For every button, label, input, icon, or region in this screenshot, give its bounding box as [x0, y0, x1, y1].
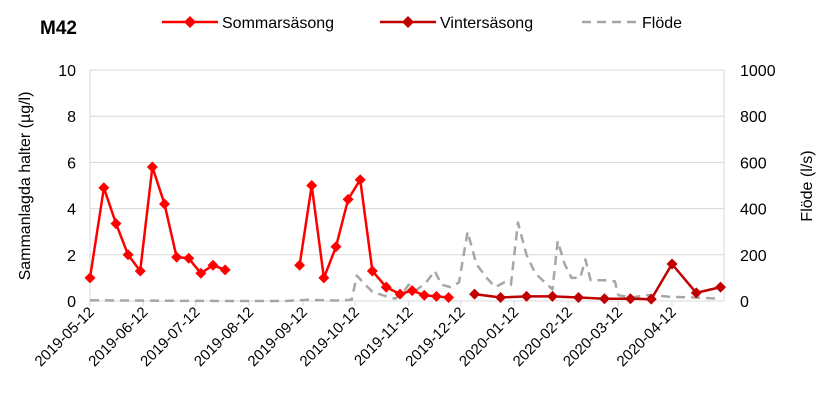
y-tick-label: 6	[67, 155, 76, 172]
y2-tick-label: 400	[740, 202, 767, 219]
data-point	[110, 218, 122, 230]
y2-tick-label: 800	[740, 109, 767, 126]
y-tick-label: 10	[58, 63, 76, 80]
chart-title: M42	[40, 18, 77, 39]
plot-area-border	[89, 69, 725, 302]
series-0	[84, 161, 455, 304]
data-point	[521, 290, 533, 302]
data-point	[598, 293, 610, 305]
y2-axis-ticks: 0 200 400 600 800 1000	[740, 63, 776, 311]
y2-tick-label: 600	[740, 155, 767, 172]
data-point	[171, 251, 183, 263]
series-line	[88, 165, 226, 279]
data-point	[134, 265, 146, 277]
legend-label-vintersasong: Vintersäsong	[440, 15, 533, 32]
y-axis-label: Sammanlagda halter (µg/l)	[17, 92, 34, 281]
data-point	[572, 292, 584, 304]
legend-item-vintersasong: Vintersäsong	[380, 15, 533, 32]
data-point	[380, 281, 392, 293]
y2-tick-label: 200	[740, 248, 767, 265]
data-point	[645, 293, 657, 305]
data-point	[394, 288, 406, 300]
data-point	[418, 289, 430, 301]
legend-label-sommarsasong: Sommarsäsong	[222, 15, 334, 32]
series-2	[89, 221, 721, 303]
data-point	[158, 198, 170, 210]
legend-item-flode: Flöde	[582, 15, 682, 32]
legend: Sommarsäsong Vintersäsong Flöde	[162, 15, 682, 32]
data-point	[624, 293, 636, 305]
data-point	[330, 241, 342, 253]
data-point	[84, 272, 96, 284]
y2-tick-label: 1000	[740, 63, 776, 80]
series-line	[89, 221, 721, 303]
legend-label-flode: Flöde	[642, 15, 682, 32]
gridlines	[90, 115, 724, 256]
legend-item-sommarsasong: Sommarsäsong	[162, 15, 334, 32]
data-point	[469, 288, 481, 300]
legend-marker-sommarsasong	[184, 16, 196, 28]
y-tick-label: 8	[67, 109, 76, 126]
data-point	[430, 290, 442, 302]
data-point	[495, 292, 507, 304]
y-tick-label: 4	[67, 202, 76, 219]
data-point	[122, 249, 134, 261]
data-point	[715, 281, 727, 293]
y-tick-label: 2	[67, 248, 76, 265]
y2-axis-label: Flöde (l/s)	[799, 150, 816, 221]
data-point	[195, 267, 207, 279]
y-axis-ticks: 0 2 4 6 8 10	[58, 63, 76, 311]
data-point	[406, 285, 418, 297]
data-point	[342, 193, 354, 205]
data-point	[690, 287, 702, 299]
data-point	[666, 258, 678, 270]
data-point	[354, 174, 366, 186]
data-point	[366, 265, 378, 277]
y2-tick-label: 0	[740, 294, 749, 311]
data-point	[294, 259, 306, 271]
data-point	[98, 182, 110, 194]
data-point	[318, 272, 330, 284]
data-point	[443, 292, 455, 304]
data-point	[219, 264, 231, 276]
data-point	[306, 180, 318, 191]
data-point	[207, 259, 219, 271]
y-tick-label: 0	[67, 294, 76, 311]
data-point	[547, 290, 559, 302]
series-1	[469, 258, 727, 305]
data-point	[146, 161, 158, 173]
data-point	[183, 252, 195, 264]
series-layer	[84, 161, 727, 305]
x-axis-ticks: 2019-05-122019-06-122019-07-122019-08-12…	[32, 301, 680, 370]
legend-marker-vintersasong	[402, 16, 414, 28]
